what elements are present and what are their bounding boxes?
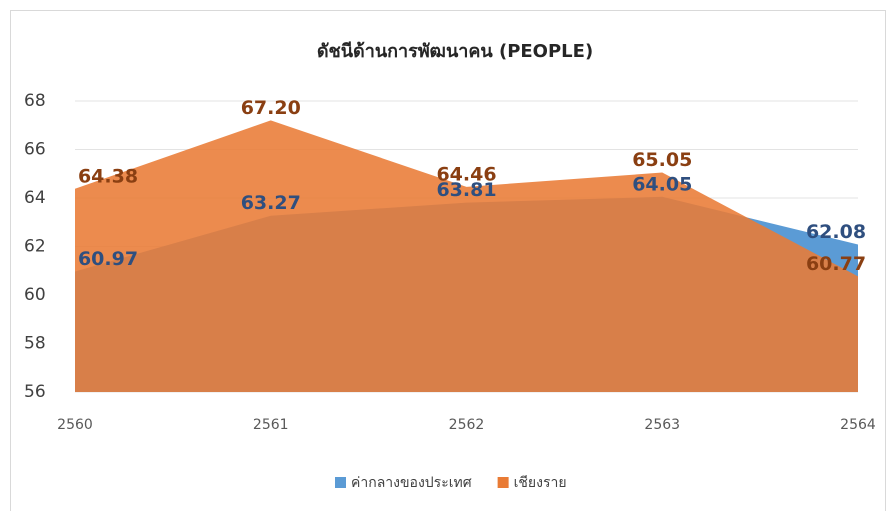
- data-label: 65.05: [632, 149, 692, 171]
- data-label: 63.81: [436, 179, 496, 201]
- data-label: 64.05: [632, 173, 692, 195]
- data-label: 64.38: [78, 165, 138, 187]
- x-tick-label: 2563: [644, 417, 680, 433]
- x-tick-label: 2562: [449, 417, 485, 433]
- y-tick-label: 68: [24, 91, 46, 111]
- y-tick-label: 60: [24, 285, 46, 305]
- data-label: 60.97: [78, 248, 138, 270]
- data-label: 64.46: [436, 163, 496, 185]
- x-tick-label: 2561: [253, 417, 289, 433]
- y-tick-label: 58: [24, 334, 46, 354]
- area: [75, 120, 858, 393]
- data-label: 67.20: [241, 97, 301, 119]
- data-label: 62.08: [806, 221, 866, 243]
- y-tick-label: 66: [24, 140, 46, 160]
- y-tick-label: 64: [24, 188, 46, 208]
- chart-title: ดัชนีด้านการพัฒนาคน (PEOPLE): [317, 41, 593, 62]
- legend-label: ค่ากลางของประเทศ: [351, 475, 472, 491]
- legend-label: เชียงราย: [514, 475, 567, 491]
- data-label: 63.27: [241, 192, 301, 214]
- legend-swatch: [497, 477, 509, 488]
- x-tick-label: 2564: [840, 417, 876, 433]
- data-label: 60.77: [806, 253, 866, 275]
- legend-swatch: [335, 477, 346, 488]
- y-tick-label: 62: [24, 237, 46, 257]
- x-tick-label: 2560: [57, 417, 93, 433]
- y-tick-label: 56: [24, 382, 46, 402]
